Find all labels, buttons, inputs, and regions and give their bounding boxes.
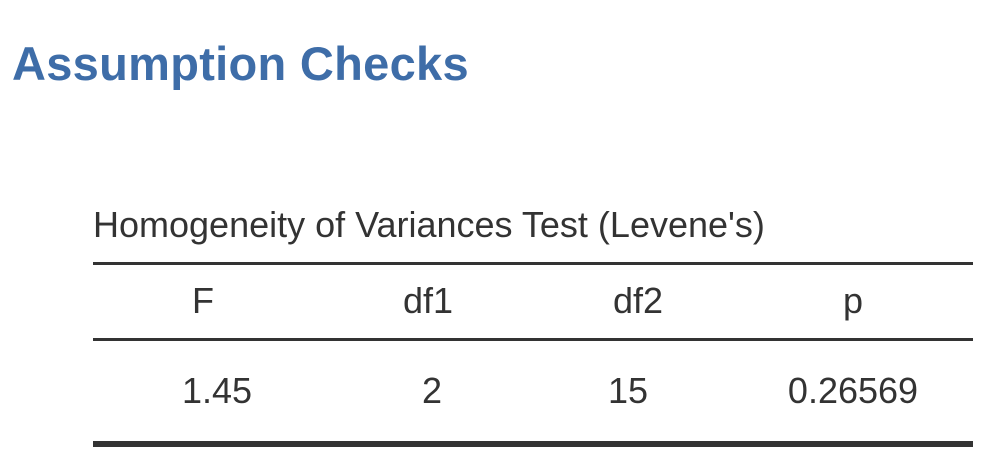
table-header-rule [93, 338, 973, 341]
section-title: Assumption Checks [12, 37, 469, 90]
cell-df2-value: 15 [607, 370, 649, 411]
levene-table: Homogeneity of Variances Test (Levene's)… [93, 200, 973, 447]
table-row: 1.45 2 15 0.26569 [93, 341, 973, 441]
cell-f-value: 1.45 [181, 370, 253, 411]
column-header-df1: df1 [402, 279, 454, 321]
column-header-f: F [192, 279, 214, 321]
table-top-rule [93, 262, 973, 265]
cell-df1-value: 2 [421, 370, 443, 411]
table-caption: Homogeneity of Variances Test (Levene's) [93, 204, 765, 245]
column-header-df2: df2 [612, 279, 664, 321]
table-header-row: F df1 df2 p [93, 265, 973, 338]
cell-p-value: 0.26569 [787, 370, 919, 411]
column-header-p: p [842, 279, 864, 321]
table-bottom-rule [93, 441, 973, 447]
